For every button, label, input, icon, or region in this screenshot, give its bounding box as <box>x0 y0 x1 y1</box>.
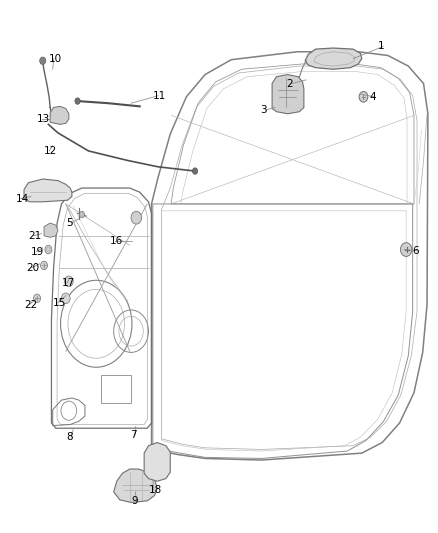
Text: 8: 8 <box>66 432 72 442</box>
Polygon shape <box>44 223 58 237</box>
Circle shape <box>359 92 368 102</box>
Text: 15: 15 <box>53 297 66 308</box>
Text: 6: 6 <box>413 246 419 256</box>
Text: 11: 11 <box>153 91 166 101</box>
Text: 21: 21 <box>28 231 42 241</box>
Text: 16: 16 <box>110 236 123 246</box>
Polygon shape <box>50 107 69 124</box>
Text: 3: 3 <box>260 105 267 115</box>
Text: 19: 19 <box>31 247 44 257</box>
Circle shape <box>192 168 198 174</box>
Text: 1: 1 <box>378 42 385 52</box>
Text: 7: 7 <box>130 430 136 440</box>
Text: 20: 20 <box>27 263 40 272</box>
Text: 18: 18 <box>148 485 162 495</box>
Text: 13: 13 <box>37 114 50 124</box>
Circle shape <box>45 245 52 254</box>
Circle shape <box>79 212 85 217</box>
Polygon shape <box>305 48 362 69</box>
Polygon shape <box>24 179 72 202</box>
Circle shape <box>400 243 412 256</box>
Text: 5: 5 <box>66 218 72 228</box>
Text: 17: 17 <box>61 278 75 288</box>
Text: 10: 10 <box>48 54 61 63</box>
Circle shape <box>41 261 47 270</box>
Text: 12: 12 <box>44 146 57 156</box>
Circle shape <box>64 276 73 287</box>
Circle shape <box>131 212 141 224</box>
Polygon shape <box>114 469 157 503</box>
Text: 2: 2 <box>286 78 293 88</box>
Text: 22: 22 <box>24 300 37 310</box>
Text: 9: 9 <box>131 496 138 506</box>
Circle shape <box>61 293 70 304</box>
Text: 4: 4 <box>369 92 376 102</box>
Polygon shape <box>144 442 170 481</box>
Polygon shape <box>272 75 304 114</box>
Circle shape <box>40 57 46 64</box>
Circle shape <box>75 98 80 104</box>
Circle shape <box>34 294 41 303</box>
Text: 14: 14 <box>15 193 28 204</box>
